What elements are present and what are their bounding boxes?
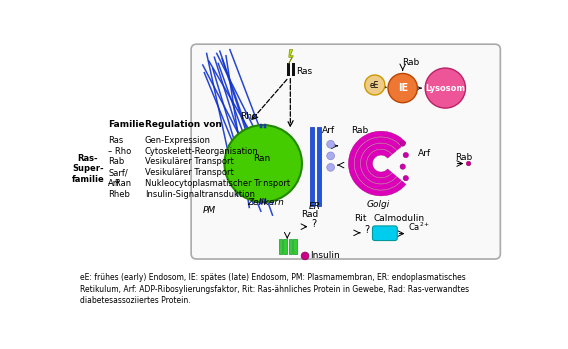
Bar <box>292 64 295 76</box>
Text: Ras: Ras <box>296 67 312 76</box>
Bar <box>264 199 266 203</box>
Text: Rad: Rad <box>301 210 319 220</box>
Text: ?: ? <box>364 225 369 235</box>
Circle shape <box>327 164 335 171</box>
Wedge shape <box>354 138 401 190</box>
Text: Sarf/
Arf: Sarf/ Arf <box>108 168 128 187</box>
Text: Vesikulärer Transport: Vesikulärer Transport <box>145 157 233 166</box>
Text: – Ran: – Ran <box>108 179 131 188</box>
Bar <box>294 239 297 254</box>
Text: Ras: Ras <box>108 136 123 145</box>
Text: Nukleocytoplasmatischer Tr nsport: Nukleocytoplasmatischer Tr nsport <box>145 179 290 188</box>
Circle shape <box>400 141 406 146</box>
Text: Insulin: Insulin <box>311 251 340 260</box>
Text: Rab: Rab <box>454 153 472 162</box>
Circle shape <box>388 73 417 103</box>
Text: Rab: Rab <box>402 58 419 67</box>
Text: Regulation von: Regulation von <box>145 120 222 128</box>
Circle shape <box>327 140 335 148</box>
Bar <box>287 64 290 76</box>
Text: Cytoskelett-Reorganisation: Cytoskelett-Reorganisation <box>145 147 258 156</box>
Text: Lysosom: Lysosom <box>425 83 465 92</box>
Bar <box>310 127 314 206</box>
FancyBboxPatch shape <box>191 44 500 259</box>
Text: Ran: Ran <box>253 154 270 163</box>
FancyBboxPatch shape <box>373 226 397 240</box>
Bar <box>264 124 266 128</box>
Bar <box>283 239 287 254</box>
Text: Rheb: Rheb <box>108 190 130 199</box>
Text: Rab: Rab <box>352 126 369 135</box>
Text: Insulin-Signaltransduktion: Insulin-Signaltransduktion <box>145 190 254 199</box>
Circle shape <box>425 68 465 108</box>
Polygon shape <box>289 50 294 64</box>
Text: Calmodulin: Calmodulin <box>373 214 424 223</box>
Circle shape <box>365 75 385 95</box>
Text: Familie: Familie <box>108 120 145 128</box>
Wedge shape <box>361 143 396 184</box>
Bar <box>317 127 321 206</box>
Bar <box>260 124 262 128</box>
Text: – Rho: – Rho <box>108 147 131 156</box>
Circle shape <box>403 176 408 181</box>
Text: Ca$^{2+}$: Ca$^{2+}$ <box>408 221 431 233</box>
Text: ?: ? <box>311 219 316 229</box>
Text: Arf: Arf <box>417 149 431 158</box>
Circle shape <box>466 161 471 166</box>
Wedge shape <box>367 150 392 177</box>
Bar <box>289 239 293 254</box>
Text: Zellkern: Zellkern <box>248 198 285 207</box>
Text: eE: frühes (early) Endosom, IE: spätes (late) Endosom, PM: Plasmamembran, ER: en: eE: frühes (early) Endosom, IE: spätes (… <box>80 273 469 305</box>
Text: Arf: Arf <box>322 126 335 135</box>
Bar <box>279 239 282 254</box>
Text: Rit: Rit <box>354 214 366 223</box>
Wedge shape <box>348 131 406 196</box>
Text: ER: ER <box>309 202 321 211</box>
Text: Rab: Rab <box>108 157 124 166</box>
Text: IE: IE <box>398 83 408 93</box>
Text: Rho: Rho <box>240 112 257 121</box>
Circle shape <box>400 164 406 169</box>
Text: eE: eE <box>370 81 379 90</box>
Text: Golgi: Golgi <box>367 200 390 209</box>
Text: Vesikulärer Transport: Vesikulärer Transport <box>145 168 233 177</box>
Text: Gen-Expression: Gen-Expression <box>145 136 211 145</box>
Text: Ras-
Super-
familie: Ras- Super- familie <box>72 154 105 184</box>
Circle shape <box>403 153 408 158</box>
Circle shape <box>327 152 335 160</box>
Circle shape <box>224 125 302 202</box>
Circle shape <box>301 252 309 260</box>
Text: PM: PM <box>203 206 216 215</box>
Bar <box>260 199 262 203</box>
